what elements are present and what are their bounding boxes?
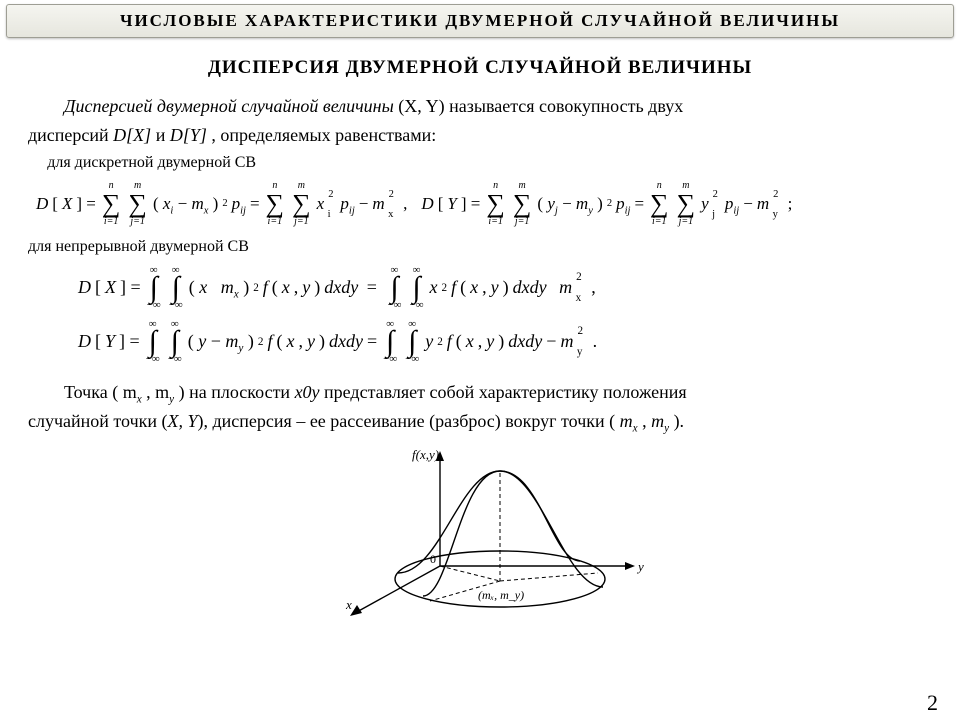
- dx-discrete: D[X] = n∑i=1 m∑j=1 ( xi − mx )2 pij = n∑…: [36, 181, 407, 227]
- slide-content: ДИСПЕРСИЯ ДВУМЕРНОЙ СЛУЧАЙНОЙ ВЕЛИЧИНЫ Д…: [0, 38, 960, 621]
- density-svg: f(x,y) y x 0 (mₓ, m_y): [300, 441, 660, 621]
- axis-z-label: f(x,y): [412, 447, 439, 462]
- page-number: 2: [927, 690, 938, 716]
- intro-paragraph: Дисперсией двумерной случайной величины …: [28, 93, 932, 120]
- slide-header: ЧИСЛОВЫЕ ХАРАКТЕРИСТИКИ ДВУМЕРНОЙ СЛУЧАЙ…: [6, 4, 954, 38]
- label-discrete: для дискретной двумерной СВ: [28, 151, 932, 175]
- intro-and: и: [156, 125, 170, 145]
- intro-dy: D[Y]: [170, 125, 207, 145]
- svg-text:0: 0: [430, 552, 436, 566]
- subtitle: ДИСПЕРСИЯ ДВУМЕРНОЙ СЛУЧАЙНОЙ ВЕЛИЧИНЫ: [28, 54, 932, 83]
- intro-xy: (X, Y): [398, 96, 449, 116]
- bottom-paragraph-1: Точка ( mx , my ) на плоскости x0y предс…: [28, 379, 932, 406]
- bottom-paragraph-2: случайной точки (X, Y), дисперсия – ее р…: [28, 408, 932, 435]
- formula-discrete: D[X] = n∑i=1 m∑j=1 ( xi − mx )2 pij = n∑…: [36, 181, 932, 227]
- label-continuous: для непрерывной двумерной СВ: [28, 235, 932, 259]
- dy-discrete: D[Y] = n∑i=1 m∑j=1 ( yj − my )2 pij = n∑…: [421, 181, 792, 227]
- formula-continuous-x: D[X] = ∞∫−∞ ∞∫−∞ ( x mx )2 f(x, y)dxdy =…: [78, 265, 932, 311]
- intro-lead: Дисперсией двумерной случайной величины: [64, 96, 394, 116]
- axis-y-label: y: [636, 559, 644, 574]
- density-sketch: f(x,y) y x 0 (mₓ, m_y): [28, 441, 932, 621]
- center-label: (mₓ, m_y): [478, 588, 524, 602]
- intro-rest1: называется совокупность двух: [449, 96, 683, 116]
- intro-line2b: , определяемых равенствами:: [211, 125, 436, 145]
- formula-continuous-y: D[Y] = ∞∫−∞ ∞∫−∞ ( y − my )2 f(x, y)dxdy…: [78, 319, 932, 365]
- intro-line2a: дисперсий: [28, 125, 113, 145]
- axis-x-label: x: [345, 597, 352, 612]
- intro-dx: D[X]: [113, 125, 151, 145]
- intro-line2: дисперсий D[X] и D[Y] , определяемых рав…: [28, 122, 932, 149]
